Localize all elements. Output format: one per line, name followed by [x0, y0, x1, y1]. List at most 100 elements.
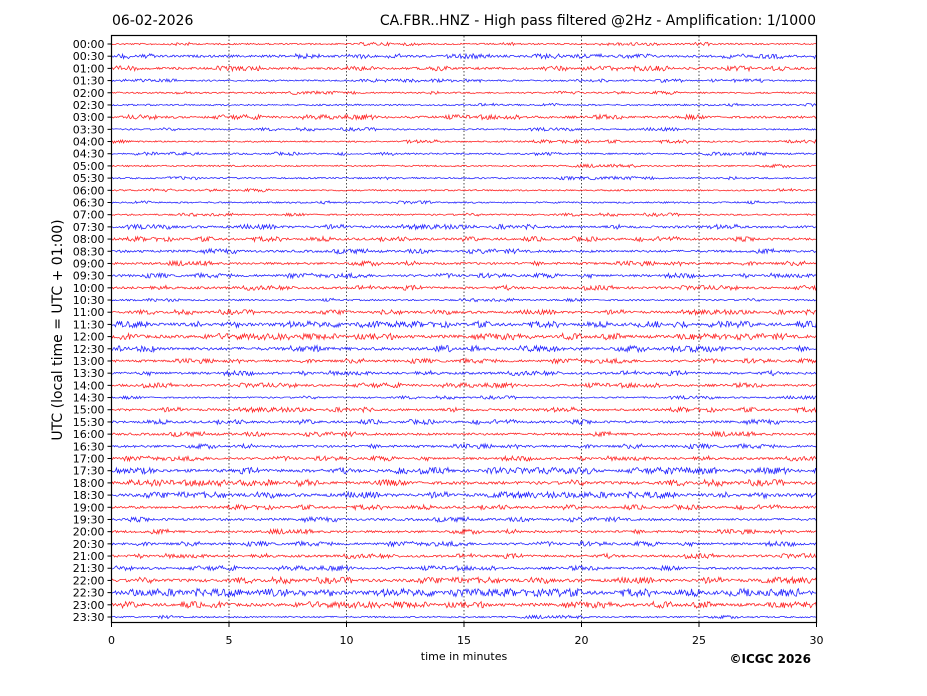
trace-0230 [111, 102, 817, 108]
y-tick-label: 00:00 [73, 38, 105, 51]
trace-0030 [111, 52, 817, 60]
y-tick-label: 09:00 [73, 257, 105, 270]
trace-2130 [111, 564, 817, 572]
trace-0930 [111, 271, 817, 280]
trace-0700 [111, 212, 817, 218]
x-tick-label: 25 [692, 634, 706, 647]
y-tick-label: 19:00 [73, 501, 105, 514]
trace-0430 [111, 151, 817, 157]
trace-1330 [111, 369, 817, 377]
trace-0830 [111, 247, 817, 255]
trace-0200 [111, 90, 817, 96]
trace-0400 [111, 138, 817, 145]
trace-1900 [111, 503, 817, 512]
x-tick-label: 15 [457, 634, 471, 647]
copyright: ©ICGC 2026 [729, 652, 811, 666]
trace-2200 [111, 575, 817, 585]
traces [111, 41, 817, 620]
y-tick-label: 01:00 [73, 62, 105, 75]
x-tick-label: 5 [226, 634, 233, 647]
trace-1100 [111, 308, 817, 317]
trace-1130 [111, 319, 817, 329]
trace-2230 [111, 587, 817, 598]
y-tick-label: 08:30 [73, 245, 105, 258]
trace-2000 [111, 527, 817, 536]
x-axis: 0 5 10 15 20 25 30 [108, 622, 824, 647]
y-tick-label: 05:00 [73, 160, 105, 173]
y-tick-label: 19:30 [73, 513, 105, 526]
trace-1530 [111, 418, 817, 426]
trace-0100 [111, 64, 817, 73]
trace-0800 [111, 235, 817, 243]
y-tick-label: 14:00 [73, 379, 105, 392]
y-tick-label: 20:00 [73, 526, 105, 539]
trace-1400 [111, 381, 817, 390]
x-tick-label: 30 [810, 634, 824, 647]
trace-2300 [111, 600, 817, 610]
x-tick-label: 20 [575, 634, 589, 647]
trace-1430 [111, 394, 817, 401]
y-tick-label: 13:00 [73, 355, 105, 368]
y-tick-label: 20:30 [73, 538, 105, 551]
y-tick-label: 04:30 [73, 148, 105, 161]
y-tick-label: 14:30 [73, 392, 105, 405]
trace-0730 [111, 222, 817, 231]
y-tick-label: 23:30 [73, 611, 105, 624]
trace-2330 [111, 614, 817, 620]
y-tick-label: 09:30 [73, 270, 105, 283]
trace-0900 [111, 259, 817, 267]
trace-1730 [111, 466, 817, 476]
trace-1600 [111, 430, 817, 439]
trace-0600 [111, 187, 817, 193]
trace-1630 [111, 442, 817, 450]
trace-1230 [111, 344, 817, 354]
y-axis-label: UTC (local time = UTC + 01:00) [50, 219, 66, 440]
y-tick-label: 08:00 [73, 233, 105, 246]
y-tick-label: 18:00 [73, 477, 105, 490]
chart-date: 06-02-2026 [112, 13, 193, 29]
trace-1000 [111, 284, 817, 292]
trace-1500 [111, 406, 817, 414]
trace-1930 [111, 515, 817, 524]
y-tick-label: 05:30 [73, 172, 105, 185]
x-tick-label: 10 [340, 634, 354, 647]
trace-1700 [111, 454, 817, 463]
y-tick-label: 21:30 [73, 562, 105, 575]
trace-1200 [111, 331, 817, 342]
y-tick-label: 16:00 [73, 428, 105, 441]
y-tick-label: 11:00 [73, 306, 105, 319]
trace-0500 [111, 163, 817, 169]
y-tick-label: 11:30 [73, 318, 105, 331]
x-tick-label: 0 [108, 634, 115, 647]
y-tick-label: 22:00 [73, 574, 105, 587]
trace-1800 [111, 478, 817, 488]
trace-1830 [111, 490, 817, 500]
y-tick-label: 06:30 [73, 196, 105, 209]
trace-0630 [111, 200, 817, 205]
trace-0330 [111, 126, 817, 132]
trace-2100 [111, 552, 817, 560]
y-tick-label: 18:30 [73, 489, 105, 502]
y-tick-label: 12:30 [73, 343, 105, 356]
y-tick-label: 21:00 [73, 550, 105, 563]
trace-1300 [111, 357, 817, 365]
y-tick-label: 12:00 [73, 331, 105, 344]
chart-title: CA.FBR..HNZ - High pass filtered @2Hz - … [380, 13, 816, 29]
x-axis-label: time in minutes [421, 650, 508, 663]
y-tick-label: 17:00 [73, 453, 105, 466]
y-tick-label: 07:00 [73, 209, 105, 222]
y-tick-label: 00:30 [73, 50, 105, 63]
y-tick-label: 04:00 [73, 136, 105, 149]
y-tick-label: 22:30 [73, 587, 105, 600]
y-tick-label: 23:00 [73, 599, 105, 612]
y-tick-label: 03:30 [73, 123, 105, 136]
y-tick-label: 02:00 [73, 87, 105, 100]
y-axis: 00:0000:3001:0001:3002:0002:3003:0003:30… [73, 38, 112, 624]
y-tick-label: 10:30 [73, 294, 105, 307]
y-tick-label: 07:30 [73, 221, 105, 234]
y-tick-label: 03:00 [73, 111, 105, 124]
y-tick-label: 17:30 [73, 465, 105, 478]
trace-0000 [111, 41, 817, 47]
trace-0130 [111, 77, 817, 84]
trace-0530 [111, 175, 817, 181]
